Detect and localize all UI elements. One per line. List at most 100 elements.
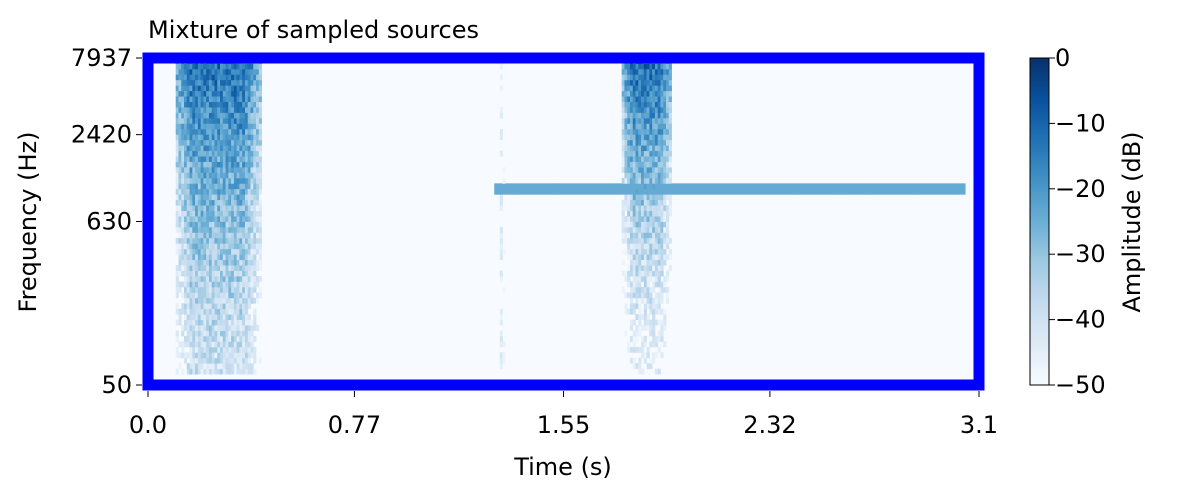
spectrogram-cell xyxy=(591,188,595,195)
spectrogram-cell xyxy=(211,308,215,315)
spectrogram-cell xyxy=(206,96,210,102)
spectrogram-cell xyxy=(250,63,254,70)
spectrogram-cell xyxy=(236,123,240,130)
spectrogram-cell xyxy=(203,259,207,266)
spectrogram-cell xyxy=(236,177,240,184)
spectrogram-cell xyxy=(641,259,645,266)
spectrogram-cell xyxy=(643,128,647,135)
spectrogram-cell xyxy=(184,177,188,184)
spectrogram-cell xyxy=(641,270,645,277)
spectrogram-cell xyxy=(206,205,210,211)
spectrogram-cell xyxy=(499,188,503,195)
spectrogram-cell xyxy=(635,270,639,277)
spectrogram-cell xyxy=(239,297,243,304)
spectrogram-cell xyxy=(189,216,193,222)
spectrogram-cell xyxy=(231,96,235,102)
spectrogram-cell xyxy=(715,183,720,190)
spectrogram-cell xyxy=(184,210,188,217)
spectrogram-cell xyxy=(790,188,794,195)
spectrogram-cell xyxy=(242,357,246,364)
spectrogram-cell xyxy=(652,188,656,195)
spectrogram-cell xyxy=(646,303,650,310)
spectrogram-cell xyxy=(641,216,645,222)
spectrogram-cell xyxy=(657,96,661,102)
spectrogram-cell xyxy=(189,281,193,288)
spectrogram-cell xyxy=(654,237,659,244)
spectrogram-cell xyxy=(862,183,866,190)
spectrogram-cell xyxy=(225,363,229,370)
spectrogram-cell xyxy=(247,254,251,261)
spectrogram-cell xyxy=(638,172,642,179)
spectrogram-cell xyxy=(552,188,556,195)
spectrogram-cell xyxy=(231,303,235,310)
spectrogram-cell xyxy=(239,368,243,375)
spectrogram-cell xyxy=(616,188,620,195)
spectrogram-cell xyxy=(236,96,240,102)
spectrogram-cell xyxy=(217,346,221,353)
spectrogram-cell xyxy=(184,325,188,331)
spectrogram-cell xyxy=(203,243,207,250)
spectrogram-cell xyxy=(258,85,262,92)
spectrogram-cell xyxy=(228,363,232,370)
spectrogram-cell xyxy=(654,270,659,277)
spectrogram-cell xyxy=(776,188,780,195)
spectrogram-cell xyxy=(189,101,193,108)
spectrogram-cell xyxy=(200,107,204,113)
spectrogram-cell xyxy=(887,188,891,195)
spectrogram-cell xyxy=(247,216,251,222)
spectrogram-cell xyxy=(812,188,816,195)
spectrogram-cell xyxy=(649,205,653,211)
spectrogram-cell xyxy=(195,150,199,157)
spectrogram-cell xyxy=(233,276,238,282)
spectrogram-cell xyxy=(663,210,667,217)
spectrogram-cell xyxy=(499,314,503,320)
spectrogram-cell xyxy=(665,79,670,86)
spectrogram-cell xyxy=(242,308,246,315)
spectrogram-cell xyxy=(203,172,207,179)
spectrogram-cell xyxy=(175,74,179,81)
spectrogram-cell xyxy=(195,346,199,353)
spectrogram-cell xyxy=(823,188,828,195)
spectrogram-cell xyxy=(208,346,213,353)
spectrogram-cell xyxy=(181,226,185,233)
spectrogram-cell xyxy=(192,259,196,266)
spectrogram-cell xyxy=(231,139,235,146)
spectrogram-cell xyxy=(652,172,656,179)
spectrogram-cell xyxy=(244,216,249,222)
spectrogram-cell xyxy=(236,357,240,364)
spectrogram-cell xyxy=(214,221,218,228)
spectrogram-cell xyxy=(621,161,625,168)
spectrogram-cell xyxy=(638,79,642,86)
spectrogram-cell xyxy=(654,107,659,113)
spectrogram-cell xyxy=(181,68,185,75)
spectrogram-cell xyxy=(195,107,199,113)
spectrogram-cell xyxy=(629,210,634,217)
spectrogram-cell xyxy=(605,183,609,190)
spectrogram-cell xyxy=(253,352,257,359)
spectrogram-cell xyxy=(197,232,202,239)
spectrogram-cell xyxy=(643,101,647,108)
spectrogram-cell xyxy=(214,325,218,331)
spectrogram-cell xyxy=(635,101,639,108)
spectrogram-cell xyxy=(214,150,218,157)
spectrogram-cell xyxy=(206,139,210,146)
spectrogram-cell xyxy=(244,325,249,331)
spectrogram-cell xyxy=(660,90,664,97)
spectrogram-cell xyxy=(217,161,221,168)
spectrogram-cell xyxy=(211,352,215,359)
spectrogram-cell xyxy=(184,308,188,315)
spectrogram-cell xyxy=(253,183,257,190)
spectrogram-cell xyxy=(250,68,254,75)
spectrogram-cell xyxy=(220,79,224,86)
spectrogram-cell xyxy=(181,303,185,310)
spectrogram-cell xyxy=(244,183,249,190)
spectrogram-cell xyxy=(641,205,645,211)
spectrogram-cell xyxy=(749,188,753,195)
spectrogram-cell xyxy=(236,352,240,359)
spectrogram-cell xyxy=(217,172,221,179)
spectrogram-cell xyxy=(200,161,204,168)
spectrogram-cell xyxy=(200,254,204,261)
spectrogram-cell xyxy=(195,221,199,228)
spectrogram-cell xyxy=(228,161,232,168)
spectrogram-cell xyxy=(660,139,664,146)
